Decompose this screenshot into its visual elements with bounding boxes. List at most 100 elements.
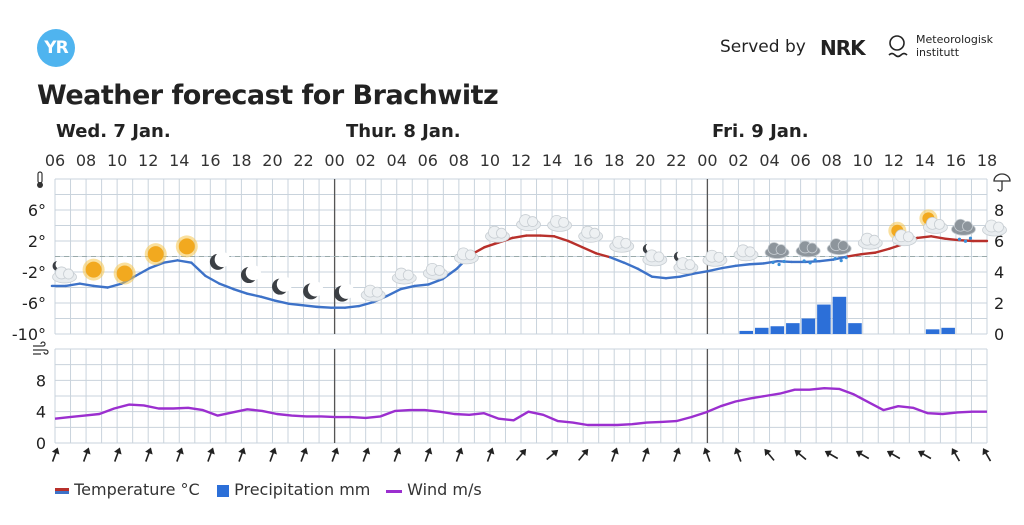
- temperature-segment: [385, 287, 403, 298]
- arrow-head: [82, 447, 91, 455]
- wind-tick: 4: [36, 403, 46, 422]
- precip-drop: [839, 259, 843, 263]
- precipitation-tick: 6: [994, 232, 1004, 251]
- wind-direction-arrow: [515, 448, 527, 461]
- precipitation-bar: [848, 323, 862, 334]
- wind-direction-arrow: [855, 450, 870, 460]
- met-line2: institutt: [916, 46, 960, 59]
- met-logo-text[interactable]: Meteorologisk institutt: [916, 33, 993, 59]
- precipitation-bar: [770, 326, 785, 334]
- temperature-segment: [162, 259, 179, 264]
- sleet-cloud-icon: [795, 240, 821, 265]
- cloud-shape: [837, 240, 849, 252]
- arrow-head: [51, 447, 60, 455]
- sun-cloud-icon: [919, 209, 948, 234]
- arrow-head: [176, 447, 184, 455]
- precip-drop: [771, 260, 775, 265]
- temperature-segment: [78, 282, 95, 288]
- cloud-shape: [496, 227, 507, 239]
- sun-disc: [178, 238, 195, 255]
- cloud-icon: [453, 247, 479, 265]
- temperature-segment: [246, 292, 263, 298]
- sun-icon: [82, 258, 105, 281]
- sun-icon: [175, 235, 198, 258]
- wind-direction-arrow: [764, 448, 775, 461]
- temperature-segment: [762, 259, 779, 265]
- moon-cloud-icon: [642, 242, 668, 267]
- hour-label: 16: [573, 151, 593, 170]
- hour-label: 10: [107, 151, 127, 170]
- temperature-segment: [343, 304, 361, 309]
- hour-label: 22: [293, 151, 313, 170]
- umbrella-icon: [993, 173, 1011, 192]
- arrow-head: [581, 448, 589, 457]
- sleet-cloud-icon: [826, 238, 852, 263]
- rain-cloud-icon: [951, 218, 976, 243]
- temperature-segment: [804, 259, 821, 264]
- yr-logo[interactable]: YR: [37, 29, 75, 67]
- cloud-shape: [806, 242, 818, 254]
- arrow-head: [393, 447, 402, 455]
- cloud-icon: [609, 235, 635, 253]
- arrow-head: [269, 447, 277, 455]
- hour-label: 22: [666, 151, 686, 170]
- temperature-segment: [232, 287, 249, 295]
- precip-drop: [957, 237, 962, 241]
- nrk-logo[interactable]: NRK: [820, 36, 866, 60]
- moon-cut: [307, 281, 324, 297]
- arrow-head: [673, 447, 681, 455]
- cloud-icon: [360, 284, 386, 302]
- moon-cut: [245, 265, 261, 281]
- cloud-icon: [547, 214, 572, 232]
- wind-direction-arrow: [886, 450, 901, 460]
- moon-icon: [334, 283, 355, 302]
- hour-label: 00: [697, 151, 717, 170]
- cloud-shape: [902, 231, 914, 243]
- day-label-wed: Wed. 7 Jan.: [56, 121, 171, 142]
- cloud-shape: [558, 216, 569, 228]
- hour-label: 14: [915, 151, 935, 170]
- precipitation-bar: [925, 329, 940, 334]
- temperature-segment: [581, 245, 598, 255]
- precip-drop: [844, 256, 848, 260]
- temperature-segment: [427, 277, 444, 286]
- precipitation-tick: 2: [994, 294, 1004, 313]
- served-by-label: Served by: [720, 37, 806, 57]
- temperature-segment: [274, 299, 291, 305]
- arrow-head: [702, 447, 711, 455]
- hour-label: 18: [604, 151, 624, 170]
- hour-label: 12: [511, 151, 531, 170]
- wind-direction-arrow: [951, 448, 961, 462]
- precipitation-bar: [755, 327, 769, 334]
- hour-label: 02: [355, 151, 375, 170]
- temperature-segment: [176, 259, 193, 264]
- arrow-head: [764, 448, 772, 457]
- cloud-shape: [775, 244, 787, 255]
- wind-direction-arrow: [362, 447, 371, 462]
- temperature-segment: [608, 256, 626, 264]
- hour-label: 16: [946, 151, 966, 170]
- hour-label: 20: [635, 151, 655, 170]
- wind-tick: 0: [36, 434, 46, 453]
- temperature-segment: [483, 241, 500, 249]
- arrow-head: [886, 450, 895, 458]
- temperature-segment: [315, 305, 333, 309]
- temperature-segment: [846, 252, 863, 258]
- temperature-segment: [595, 252, 612, 259]
- hour-label: 08: [76, 151, 96, 170]
- arrow-head: [455, 447, 464, 455]
- temperature-segment: [692, 270, 710, 275]
- temperature-segment: [860, 251, 877, 256]
- precipitation-bar: [832, 296, 847, 334]
- hour-label: 20: [262, 151, 282, 170]
- hour-label: 14: [169, 151, 189, 170]
- moon-cloud-icon: [52, 259, 77, 284]
- temperature-segment: [218, 282, 235, 291]
- arrow-head: [238, 447, 246, 455]
- legend-temperature-label: Temperature °C: [74, 480, 200, 499]
- temperature-segment: [567, 239, 584, 249]
- arrow-head: [114, 447, 122, 455]
- precipitation-bar: [739, 330, 753, 334]
- moon-icon: [209, 251, 230, 270]
- arrow-head: [855, 450, 864, 458]
